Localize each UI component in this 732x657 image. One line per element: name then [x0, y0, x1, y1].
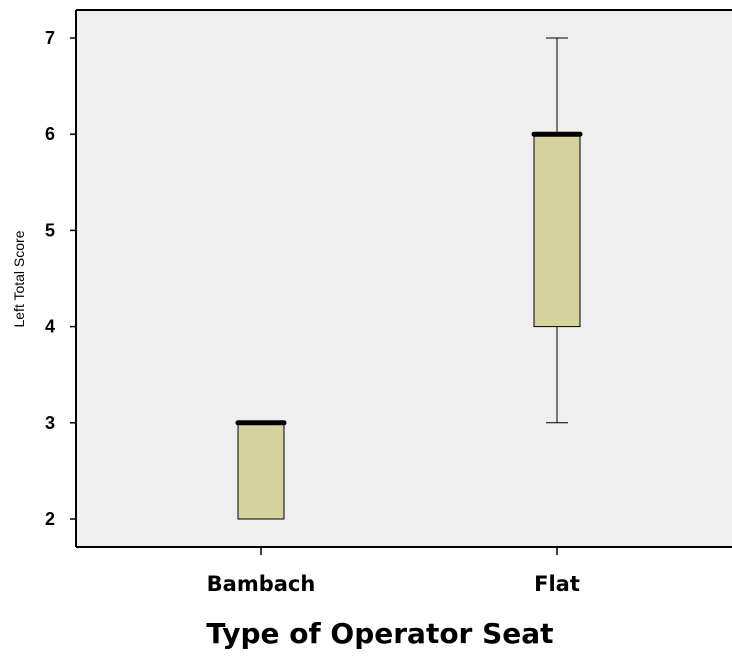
- y-tick-label: 3: [45, 413, 55, 433]
- iqr-box: [237, 422, 285, 520]
- plot-area: [76, 10, 732, 547]
- y-tick-label: 5: [45, 220, 55, 240]
- y-tick-label: 7: [45, 28, 55, 48]
- x-axis-title: Type of Operator Seat: [206, 617, 553, 650]
- box-bambach: [235, 420, 287, 520]
- x-tick-label: Bambach: [207, 572, 316, 596]
- y-tick-label: 6: [45, 124, 55, 144]
- y-axis: 2 3 4 5 6 7: [45, 9, 732, 547]
- x-axis: Bambach Flat: [76, 546, 732, 596]
- y-tick-label: 2: [45, 509, 55, 529]
- iqr-box: [533, 133, 581, 328]
- x-tick-label: Flat: [534, 572, 580, 596]
- y-axis-title: Left Total Score: [11, 230, 27, 327]
- box-series: [235, 37, 583, 520]
- y-tick-label: 4: [45, 317, 55, 337]
- box-flat: [531, 37, 583, 424]
